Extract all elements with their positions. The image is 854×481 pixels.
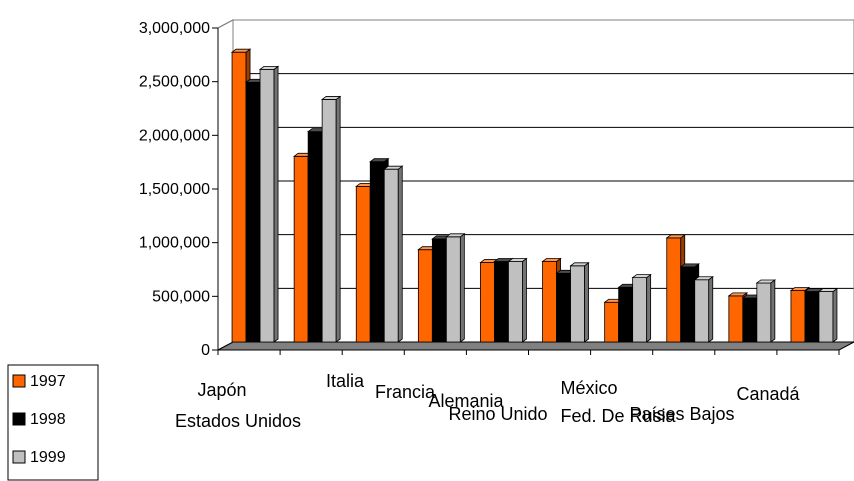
bar-top (631, 274, 652, 279)
bar (245, 81, 261, 343)
bar (556, 272, 571, 343)
bar (742, 297, 758, 343)
bar-side (459, 233, 465, 343)
bar (494, 261, 509, 343)
bars (230, 48, 839, 343)
bar-top (569, 262, 590, 267)
bar (666, 237, 682, 343)
bar (804, 291, 820, 343)
bar (445, 236, 461, 343)
legend-swatch (12, 450, 26, 464)
bar-top (755, 279, 777, 284)
category-label: Estados Unidos (175, 411, 301, 431)
category-label: Fed. De Rusia (560, 406, 676, 426)
bar-top (541, 258, 562, 262)
category-label: Italia (326, 371, 365, 391)
bar-side (832, 287, 838, 343)
legend-swatch (12, 374, 26, 388)
y-tick-label: 3,000,000 (139, 20, 210, 37)
bar-side (397, 165, 403, 343)
legend-label: 1997 (30, 373, 66, 390)
bar-top (230, 48, 252, 53)
bar (790, 290, 806, 343)
legend-label: 1998 (30, 411, 66, 428)
bar-top (665, 234, 686, 239)
bar-side (646, 273, 652, 343)
bar-side (770, 279, 776, 343)
category-label: México (560, 378, 617, 398)
bar-top (727, 292, 749, 297)
bar (431, 238, 447, 343)
bar (369, 161, 385, 343)
bar (480, 262, 495, 343)
bar-side (708, 275, 714, 343)
bar-top (693, 276, 714, 281)
y-tick-label: 1,500,000 (139, 181, 210, 198)
bar (756, 282, 772, 343)
y-tick-label: 500,000 (152, 288, 210, 305)
bar (231, 51, 247, 343)
bar-top (817, 288, 839, 292)
category-label: Japón (197, 380, 246, 400)
category-label: Países Bajos (629, 404, 734, 424)
bar-top (258, 65, 280, 70)
bar (680, 266, 696, 343)
bar-top (679, 263, 700, 268)
bar-top (369, 158, 390, 163)
bar (818, 291, 834, 343)
gridline (217, 19, 854, 29)
bar-top (507, 258, 528, 262)
bar-top (383, 165, 404, 170)
bar-top (445, 233, 466, 238)
bar (694, 279, 710, 343)
x-axis-categories: Japón Estados Unidos Italia FranciaAlemania… (175, 350, 840, 431)
legend-swatch (12, 412, 26, 426)
bar-top (789, 287, 811, 291)
y-tick-label: 2,000,000 (139, 127, 210, 144)
bar (417, 249, 433, 343)
bar-top (320, 96, 342, 100)
legend-label: 1999 (30, 449, 66, 466)
legend: 1997 1998 1999 (7, 364, 99, 481)
bar (542, 261, 557, 343)
bar-side (522, 257, 527, 343)
category-label: Francia (375, 382, 436, 402)
y-tick-label: 2,500,000 (139, 74, 210, 91)
bar (259, 68, 275, 343)
bar (321, 99, 337, 343)
bar (728, 295, 744, 343)
chart-walls (217, 19, 854, 351)
bar-side (584, 261, 589, 343)
category-label: Reino Unido (448, 404, 547, 424)
gridline (217, 73, 854, 83)
y-axis-ticks: 0 500,000 1,000,000 1,500,000 2,000,000 2,500… (139, 20, 219, 359)
y-tick-label: 0 (201, 342, 210, 359)
bar (570, 265, 585, 343)
category-label: Alemania (428, 391, 504, 411)
bar (604, 301, 620, 343)
bar (632, 277, 648, 343)
left-wall (217, 19, 234, 351)
category-label: Canadá (736, 384, 800, 404)
y-tick-label: 1,000,000 (139, 235, 210, 252)
bar (293, 155, 309, 343)
bar-side (335, 95, 341, 343)
bar (383, 168, 399, 343)
floor (217, 341, 854, 351)
bar-side (273, 65, 279, 343)
bar (307, 131, 323, 343)
bar (355, 185, 371, 343)
bar (508, 261, 523, 343)
bar (618, 286, 634, 343)
